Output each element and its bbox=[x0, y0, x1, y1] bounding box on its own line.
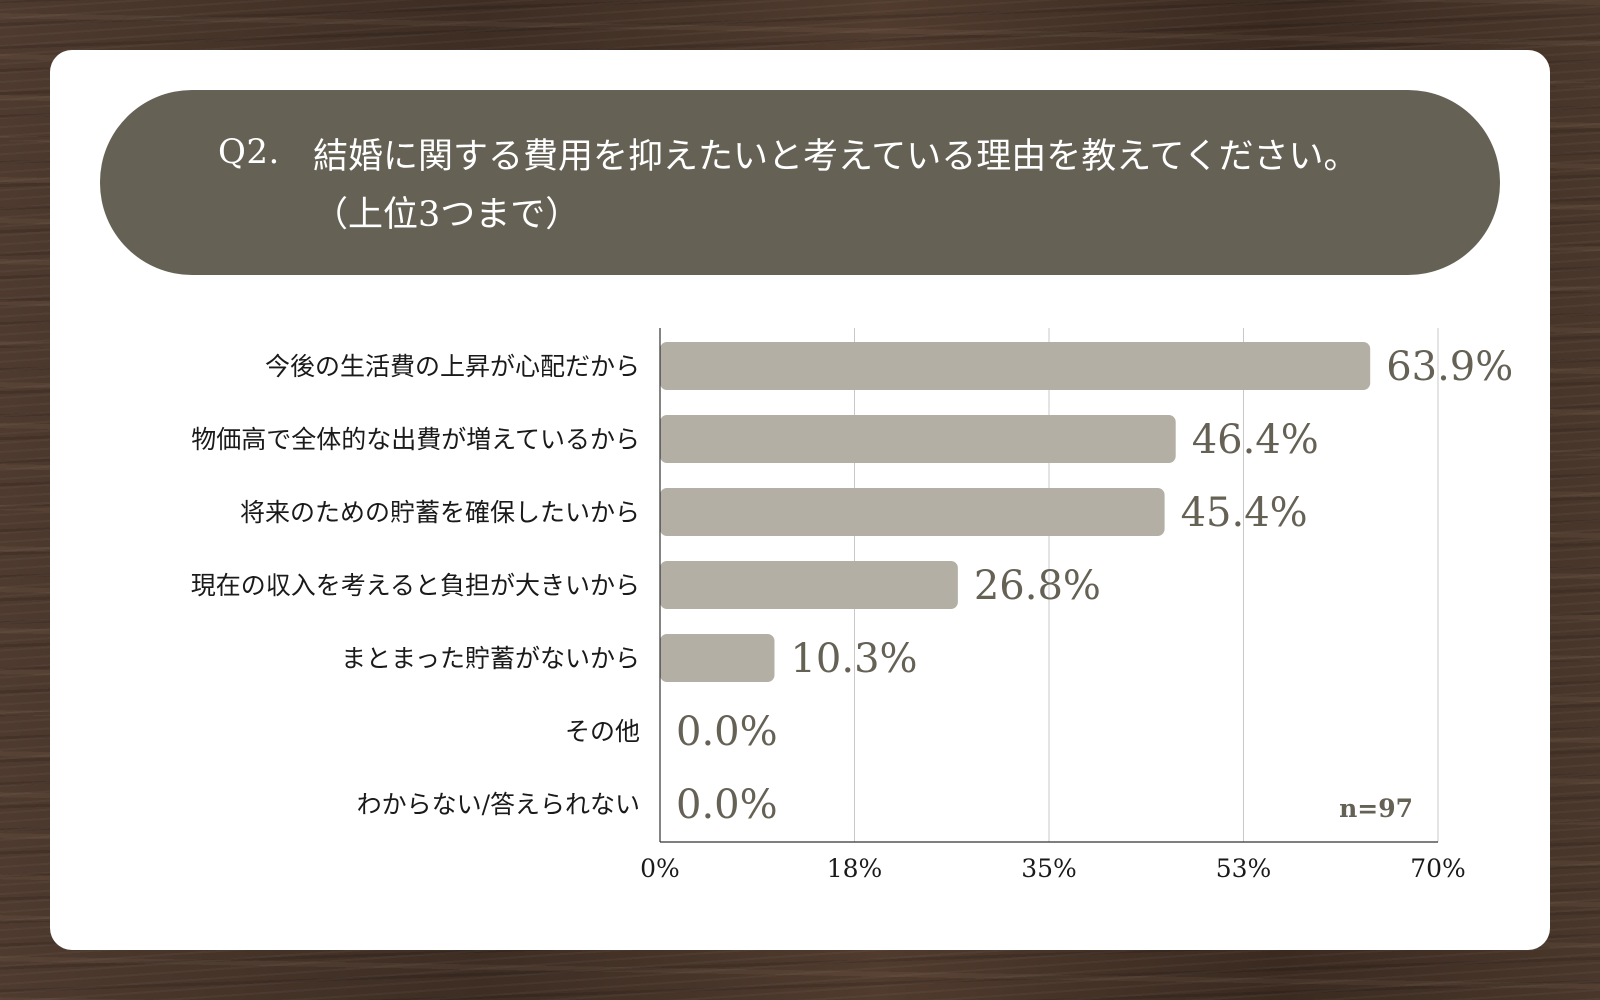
category-label: 今後の生活費の上昇が心配だから bbox=[265, 352, 640, 381]
value-label: 0.0% bbox=[676, 709, 778, 755]
category-label: 将来のための貯蓄を確保したいから bbox=[240, 498, 640, 527]
bar bbox=[660, 634, 775, 682]
category-label: まとまった貯蓄がないから bbox=[341, 644, 640, 673]
value-label: 63.9% bbox=[1386, 344, 1513, 390]
value-label: 46.4% bbox=[1192, 417, 1319, 463]
value-label: 45.4% bbox=[1181, 490, 1308, 536]
value-label: 0.0% bbox=[676, 782, 778, 828]
value-label: 26.8% bbox=[974, 563, 1101, 609]
x-tick-label: 70% bbox=[1410, 854, 1466, 883]
category-label: 物価高で全体的な出費が増えているから bbox=[191, 425, 640, 454]
question-text: 結婚に関する費用を抑えたいと考えている理由を教えてください。 （上位3つまで） bbox=[313, 128, 1443, 244]
x-tick-label: 35% bbox=[1021, 854, 1077, 883]
question-line-2: （上位3つまで） bbox=[313, 195, 581, 235]
question-number: Q2. bbox=[218, 132, 280, 172]
question-header: Q2. 結婚に関する費用を抑えたいと考えている理由を教えてください。 （上位3つ… bbox=[100, 90, 1500, 275]
x-tick-label: 0% bbox=[640, 854, 680, 883]
bar bbox=[660, 342, 1371, 390]
bar bbox=[660, 415, 1176, 463]
question-line-1: 結婚に関する費用を抑えたいと考えている理由を教えてください。 bbox=[313, 137, 1359, 177]
category-label: その他 bbox=[565, 717, 640, 746]
bar bbox=[660, 488, 1165, 536]
x-tick-label: 53% bbox=[1216, 854, 1272, 883]
x-tick-label: 18% bbox=[827, 854, 883, 883]
bar bbox=[660, 561, 958, 609]
category-label: 現在の収入を考えると負担が大きいから bbox=[191, 571, 640, 600]
chart-card: Q2. 結婚に関する費用を抑えたいと考えている理由を教えてください。 （上位3つ… bbox=[50, 50, 1550, 950]
sample-size-note: n=97 bbox=[1339, 794, 1413, 823]
category-label: わからない/答えられない bbox=[357, 790, 640, 819]
value-label: 10.3% bbox=[790, 636, 917, 682]
